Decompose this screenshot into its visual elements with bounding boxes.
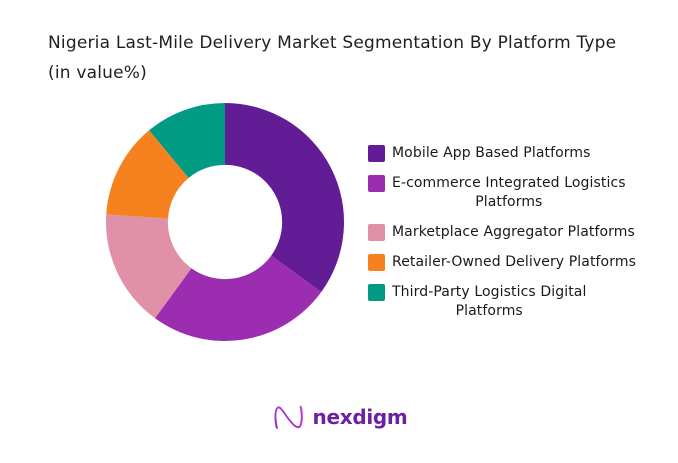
legend-label-line: E-commerce Integrated Logistics	[392, 175, 626, 191]
legend-label-line: Platforms	[475, 194, 543, 210]
donut-slice-third-party-logistics-digital-platforms[interactable]	[149, 103, 225, 178]
legend-swatch	[368, 145, 385, 162]
donut-chart-svg	[105, 103, 344, 341]
legend-item-retailer-owned-delivery-platforms[interactable]: Retailer-Owned Delivery Platforms	[368, 253, 660, 272]
legend-label: Mobile App Based Platforms	[392, 144, 591, 163]
legend-swatch	[368, 284, 385, 301]
legend-item-e-commerce-integrated-logistics-platforms[interactable]: E-commerce Integrated Logistics Platforms	[368, 174, 660, 212]
chart-legend: Mobile App Based Platforms E-commerce Int…	[368, 144, 660, 321]
donut-slice-marketplace-aggregator-platforms[interactable]	[105, 214, 192, 319]
legend-item-marketplace-aggregator-platforms[interactable]: Marketplace Aggregator Platforms	[368, 223, 660, 242]
legend-swatch	[368, 175, 385, 192]
brand-logo-text: nexdigm	[312, 405, 408, 429]
legend-label: Retailer-Owned Delivery Platforms	[392, 253, 636, 272]
legend-label: Marketplace Aggregator Platforms	[392, 223, 635, 242]
legend-item-third-party-logistics-digital-platforms[interactable]: Third-Party Logistics Digital Platforms	[368, 283, 660, 321]
legend-label-line: Retailer-Owned Delivery Platforms	[392, 254, 636, 270]
legend-label-line: Platforms	[455, 303, 523, 319]
legend-label-line: Third-Party Logistics Digital	[392, 284, 587, 300]
brand-logo: nexdigm	[0, 396, 678, 438]
legend-label-line: Mobile App Based Platforms	[392, 145, 591, 161]
legend-swatch	[368, 224, 385, 241]
legend-label-line: Marketplace Aggregator Platforms	[392, 224, 635, 240]
donut-slice-retailer-owned-delivery-platforms[interactable]	[106, 130, 189, 219]
chart-title: Nigeria Last-Mile Delivery Market Segmen…	[48, 33, 617, 83]
donut-slice-mobile-app-based-platforms[interactable]	[225, 103, 344, 292]
legend-label: E-commerce Integrated Logistics Platforms	[392, 174, 626, 212]
donut-slice-e-commerce-integrated-logistics-platforms[interactable]	[155, 255, 322, 341]
donut-chart	[100, 97, 350, 347]
nexdigm-n-icon	[274, 405, 303, 429]
legend-item-mobile-app-based-platforms[interactable]: Mobile App Based Platforms	[368, 144, 660, 163]
legend-swatch	[368, 254, 385, 271]
legend-label: Third-Party Logistics Digital Platforms	[392, 283, 586, 321]
